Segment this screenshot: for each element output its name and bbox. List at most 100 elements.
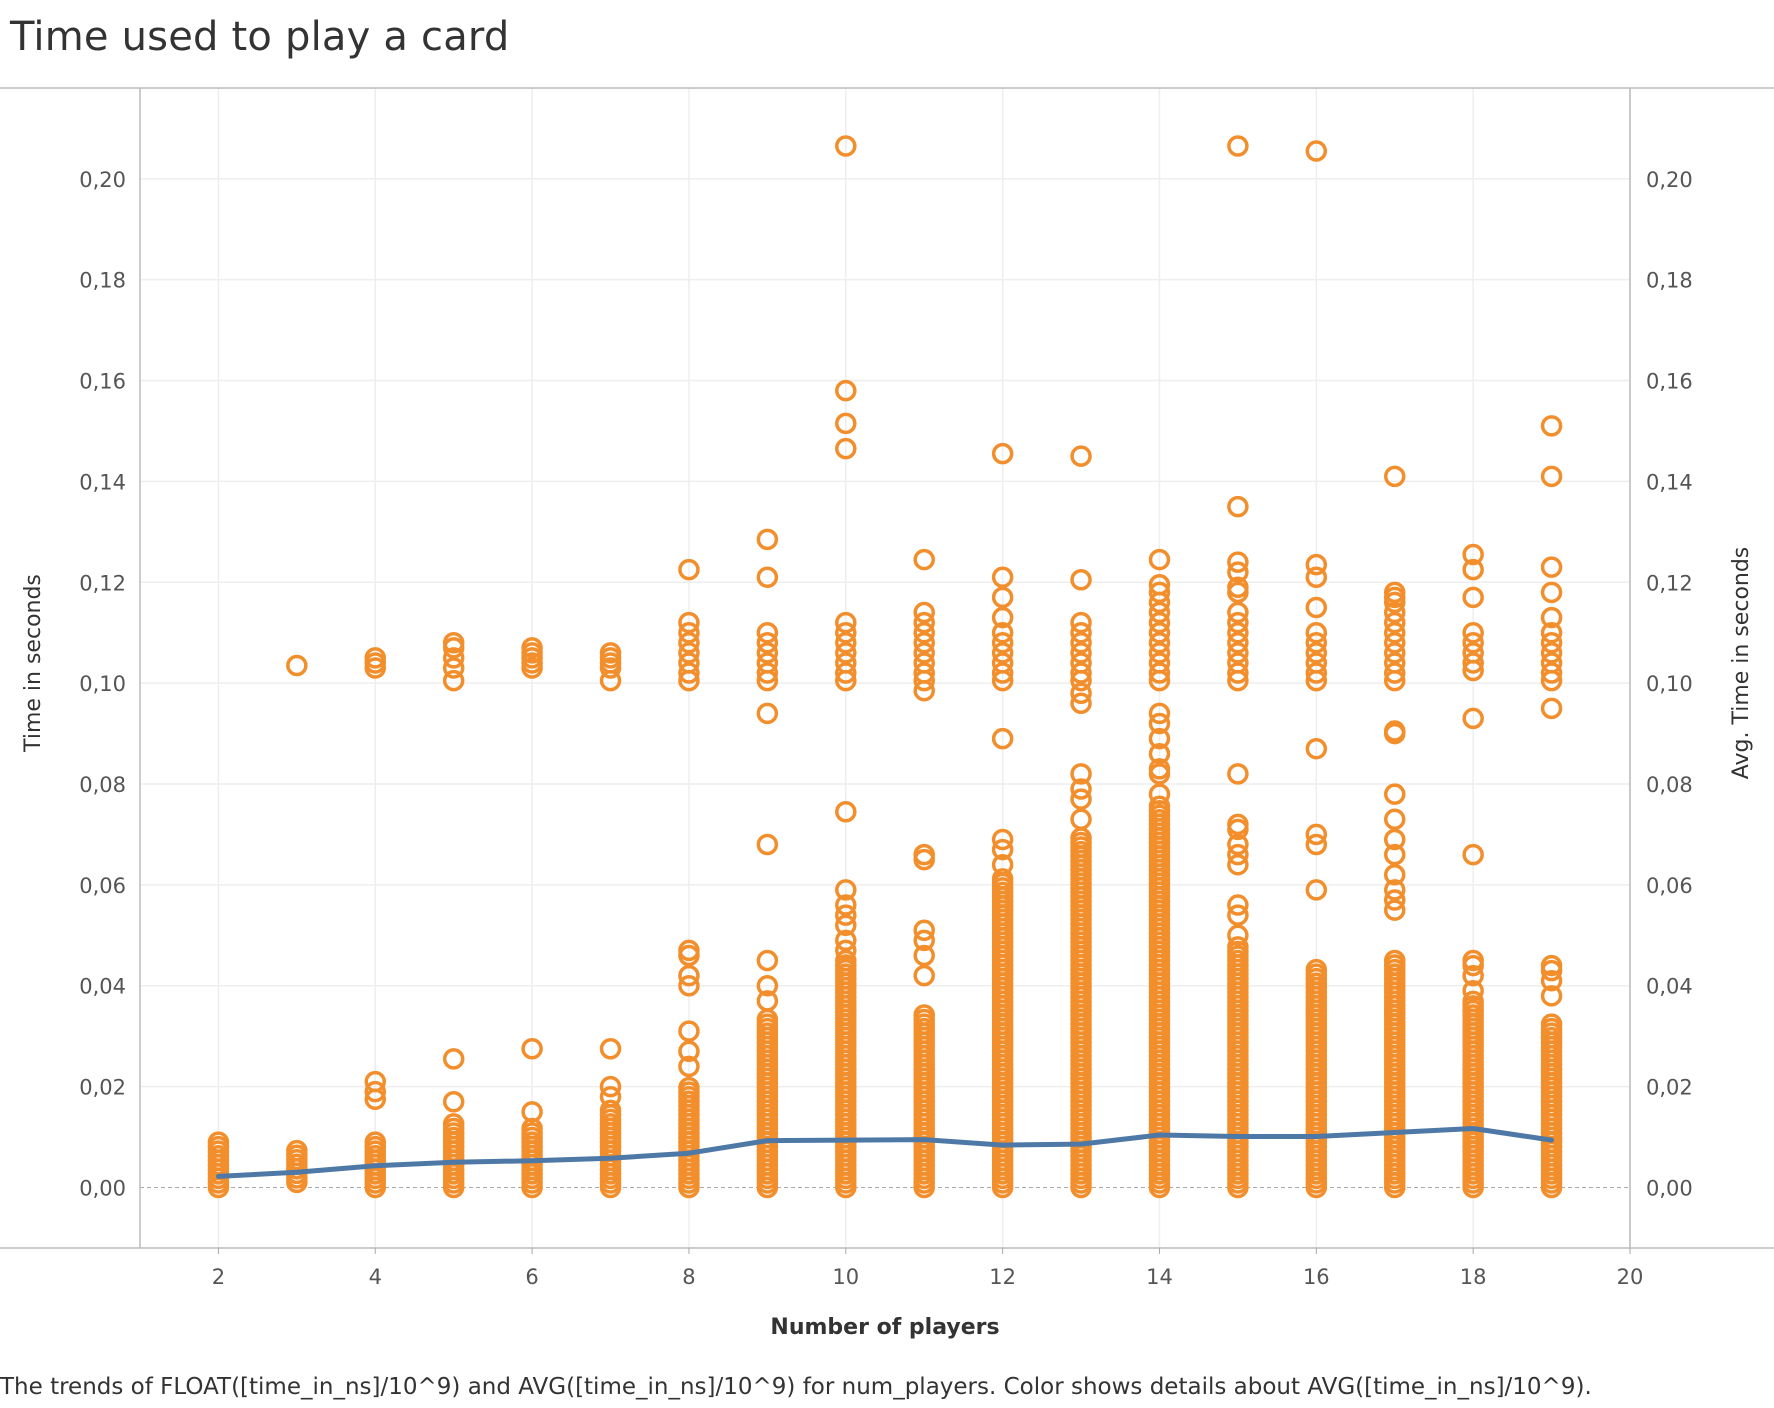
data-point [1070,662,1092,684]
data-point [678,1076,700,1099]
data-point [1305,737,1328,760]
data-point [1462,980,1484,1002]
y2-tick-label: 0,06 [1646,874,1693,898]
y-tick-label: 0,08 [79,773,126,797]
data-point [1305,642,1328,664]
data-point [1305,879,1328,901]
data-point [1383,843,1406,866]
data-point [756,833,779,856]
data-point [1383,465,1406,488]
data-point [678,974,700,997]
data-point [1383,611,1406,634]
data-point [1383,828,1406,851]
data-point [678,611,700,634]
data-point [1462,632,1484,654]
data-point [1540,465,1563,488]
data-point [991,853,1014,876]
data-point [1227,924,1249,947]
data-point [1227,813,1249,836]
y-tick-label: 0,06 [79,874,126,898]
y2-tick-label: 0,18 [1646,269,1693,293]
data-point [521,1038,543,1060]
data-point [1227,904,1249,926]
y2-tick-label: 0,14 [1646,470,1693,494]
data-point [1227,894,1249,916]
data-point [835,379,857,402]
data-point [442,1090,465,1113]
y-tick-label: 0,18 [79,269,126,293]
data-point [913,601,935,624]
data-point [913,621,935,644]
data-point [1148,548,1171,571]
data-point [521,637,543,659]
data-point [1227,833,1249,856]
data-point [991,586,1014,609]
data-point [1383,601,1406,624]
data-point [1227,763,1249,785]
data-point [442,1113,465,1135]
data-point [1227,551,1249,573]
plot-frame [0,87,1774,1249]
data-point [1227,843,1249,866]
data-point [1070,692,1092,715]
data-point [1070,642,1092,664]
data-point [835,437,857,460]
grid-layer [140,88,1631,1248]
data-point [1462,964,1484,987]
data-point [991,606,1014,629]
data-point [1148,642,1171,664]
data-point [1227,576,1249,599]
data-point [1070,568,1092,591]
y-tick-label: 0,20 [79,168,126,192]
average-line-layer [215,1126,1555,1179]
data-point [1383,621,1406,644]
data-point [1148,611,1171,634]
data-point [1462,558,1484,581]
y2-tick-label: 0,16 [1646,370,1693,394]
data-point [1540,954,1563,977]
data-point [1383,652,1406,674]
data-point [1227,662,1249,684]
x-tick-label: 8 [682,1265,695,1289]
data-point [835,929,857,952]
data-point [1462,652,1484,674]
data-point [991,621,1014,644]
data-point [756,566,779,588]
data-point [835,949,857,972]
data-point [678,1055,700,1078]
data-point [756,652,779,674]
x-tick-label: 18 [1460,1265,1487,1289]
data-point [756,702,779,725]
data-point [835,939,857,962]
data-point [913,1004,935,1026]
y2-tick-label: 0,12 [1646,571,1693,595]
data-point [1383,808,1406,831]
data-point [442,669,465,692]
data-point [1540,606,1563,629]
data-point [1383,879,1406,901]
data-point [599,1075,622,1098]
data-point [678,632,700,654]
data-point [442,1048,465,1070]
data-point [913,632,935,654]
data-point [991,652,1014,674]
data-point [286,1139,308,1162]
data-point [835,800,857,823]
data-point [756,528,779,551]
y-tick-label: 0,02 [79,1076,126,1100]
data-point [1540,581,1563,604]
data-point [599,1038,622,1060]
data-point [678,1040,700,1063]
data-point [1227,621,1249,644]
data-point [1148,758,1171,780]
data-point [678,939,700,962]
data-point [678,964,700,987]
data-point [835,135,857,157]
data-point [835,879,857,901]
data-point [1227,561,1249,583]
data-point [1305,632,1328,654]
data-point [1070,808,1092,831]
data-point [913,642,935,664]
data-point [1462,843,1484,866]
y-tick-label: 0,10 [79,672,126,696]
